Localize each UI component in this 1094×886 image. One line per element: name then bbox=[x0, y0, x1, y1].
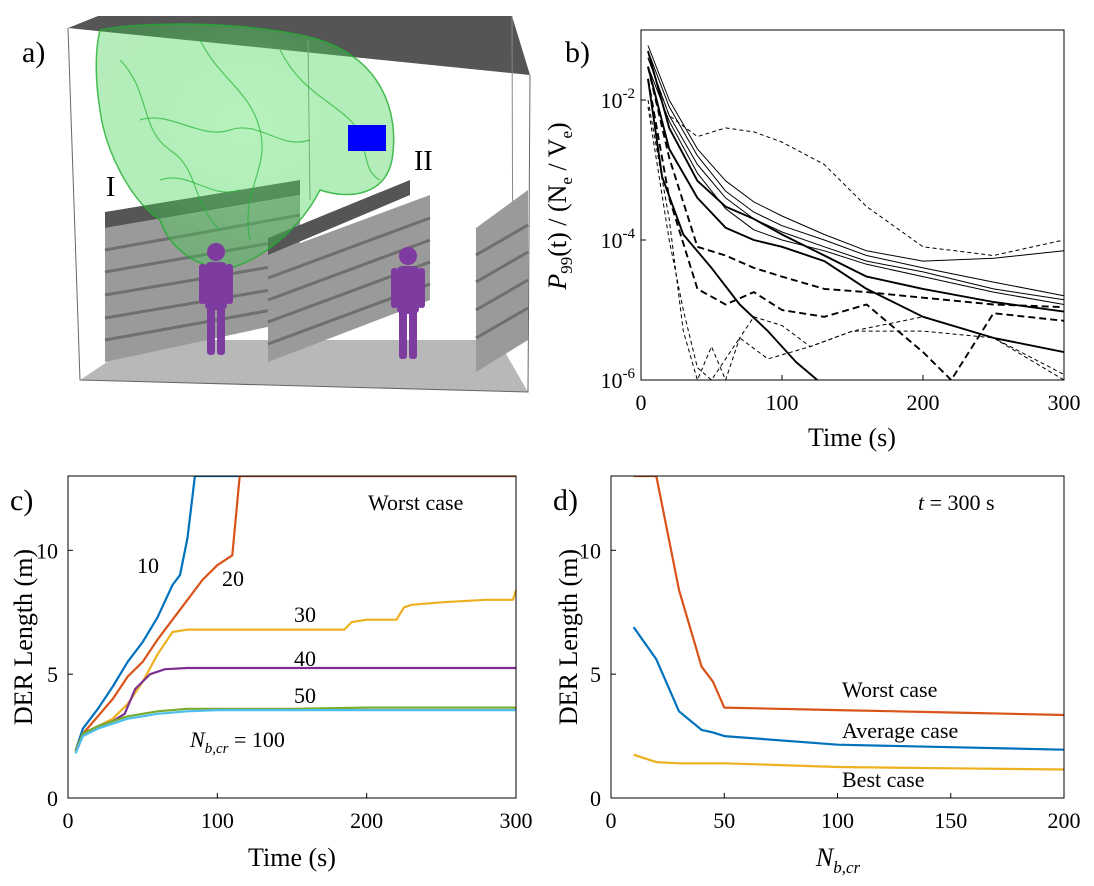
panel-b-series bbox=[647, 45, 1064, 380]
series-line-worst-case bbox=[633, 476, 1064, 717]
label-best-case: Best case bbox=[842, 767, 924, 792]
b-xtick-label: 100 bbox=[766, 390, 799, 415]
d-ytick-label: 0 bbox=[590, 786, 601, 811]
panel-d-ylabel: DER Length (m) bbox=[554, 549, 583, 725]
b-ytick-label: 10-6 bbox=[601, 366, 636, 393]
panel-d-xlabel: Nb,cr bbox=[815, 843, 861, 877]
panel-c-letter: c) bbox=[10, 484, 33, 517]
d-xtick-label: 50 bbox=[713, 808, 735, 833]
series-line-50 bbox=[74, 706, 516, 752]
label-worst-case: Worst case bbox=[842, 677, 937, 702]
panel-b-letter: b) bbox=[565, 36, 590, 69]
panel-d-series bbox=[632, 476, 1064, 771]
panel-d-letter: d) bbox=[553, 484, 578, 517]
panel-c: c) 0 100 200 300 0 5 10 Time (s) DER Length (m… bbox=[9, 475, 533, 872]
region-II-label: II bbox=[414, 146, 433, 177]
panel-c-ylabel: DER Length (m) bbox=[9, 549, 38, 725]
c-xtick-label: 300 bbox=[500, 808, 533, 833]
series-line-s12 bbox=[647, 106, 1064, 380]
panel-d-ticks: 0 50 100 150 200 0 5 10 bbox=[579, 538, 1081, 833]
panel-b-ticks: 0 100 200 300 10-6 10-4 10-2 bbox=[601, 86, 1081, 415]
panel-a-scene: a) I II bbox=[22, 15, 531, 393]
panel-b: b) 0 100 200 300 10-6 10-4 10-2 Time (s) P99(t… bbox=[543, 29, 1081, 452]
c-ytick-label: 10 bbox=[36, 538, 58, 563]
b-xtick-label: 200 bbox=[907, 390, 940, 415]
d-ytick-label: 10 bbox=[579, 538, 601, 563]
shelf-right bbox=[475, 190, 529, 372]
c-ytick-label: 5 bbox=[47, 662, 58, 687]
panel-b-ylabel: P99(t) / (Ne / Ve) bbox=[543, 122, 576, 290]
person-left bbox=[199, 243, 233, 355]
c-xtick-label: 0 bbox=[63, 808, 74, 833]
panel-c-annotation-worst-case: Worst case bbox=[368, 490, 463, 515]
series-line-s9 bbox=[647, 66, 1064, 309]
series-line-s8 bbox=[647, 57, 1064, 256]
label-series-30: 30 bbox=[294, 602, 316, 627]
label-series-10: 10 bbox=[137, 553, 159, 578]
series-line-average-case bbox=[632, 626, 1064, 751]
series-line-s7 bbox=[647, 78, 818, 380]
panel-c-axes-box bbox=[67, 475, 517, 799]
d-xtick-label: 200 bbox=[1048, 808, 1081, 833]
panel-d-annotation-time: t = 300 s bbox=[918, 490, 995, 515]
series-line-s5 bbox=[647, 50, 1064, 313]
series-line-10 bbox=[74, 476, 516, 752]
label-series-40: 40 bbox=[294, 646, 316, 671]
series-line-s3 bbox=[647, 57, 1064, 301]
c-ytick-label: 0 bbox=[47, 786, 58, 811]
series-line-s6 bbox=[647, 66, 1064, 354]
panel-c-ticks: 0 100 200 300 0 5 10 bbox=[36, 538, 533, 833]
series-line-s2 bbox=[647, 50, 1064, 297]
d-xtick-label: 100 bbox=[821, 808, 854, 833]
region-I-label: I bbox=[106, 172, 115, 203]
series-line-20 bbox=[74, 476, 516, 752]
b-xtick-label: 300 bbox=[1048, 390, 1081, 415]
d-ytick-label: 5 bbox=[590, 662, 601, 687]
series-line-s4 bbox=[647, 66, 1064, 305]
person-right bbox=[391, 247, 425, 359]
b-xtick-label: 0 bbox=[636, 390, 647, 415]
series-line-s1 bbox=[647, 45, 1064, 262]
d-xtick-label: 150 bbox=[934, 808, 967, 833]
panel-d-axes-box bbox=[610, 475, 1065, 799]
room-edges bbox=[67, 27, 531, 393]
green-plume bbox=[95, 23, 395, 269]
panel-a-letter: a) bbox=[22, 36, 45, 69]
panel-c-series bbox=[74, 476, 516, 754]
series-line-s10 bbox=[647, 78, 1064, 380]
series-line-best-case bbox=[633, 753, 1064, 771]
c-xtick-label: 100 bbox=[201, 808, 234, 833]
panel-d: d) 0 50 100 150 200 0 5 10 Nb,cr DER Length (m)… bbox=[553, 475, 1081, 877]
b-ytick-label: 10-2 bbox=[601, 86, 636, 113]
series-line-100 bbox=[74, 708, 516, 754]
label-average-case: Average case bbox=[842, 718, 958, 743]
label-series-20: 20 bbox=[222, 566, 244, 591]
series-line-s11 bbox=[647, 99, 1064, 380]
label-series-50: 50 bbox=[294, 683, 316, 708]
panel-b-xlabel: Time (s) bbox=[808, 423, 896, 452]
c-xtick-label: 200 bbox=[350, 808, 383, 833]
source-box bbox=[348, 125, 386, 151]
panel-c-xlabel: Time (s) bbox=[248, 843, 336, 872]
series-line-30 bbox=[74, 589, 516, 752]
panel-b-axes-box bbox=[640, 29, 1065, 381]
label-series-100: Nb,cr = 100 bbox=[189, 727, 285, 757]
d-xtick-label: 0 bbox=[606, 808, 617, 833]
b-ytick-label: 10-4 bbox=[601, 226, 636, 253]
